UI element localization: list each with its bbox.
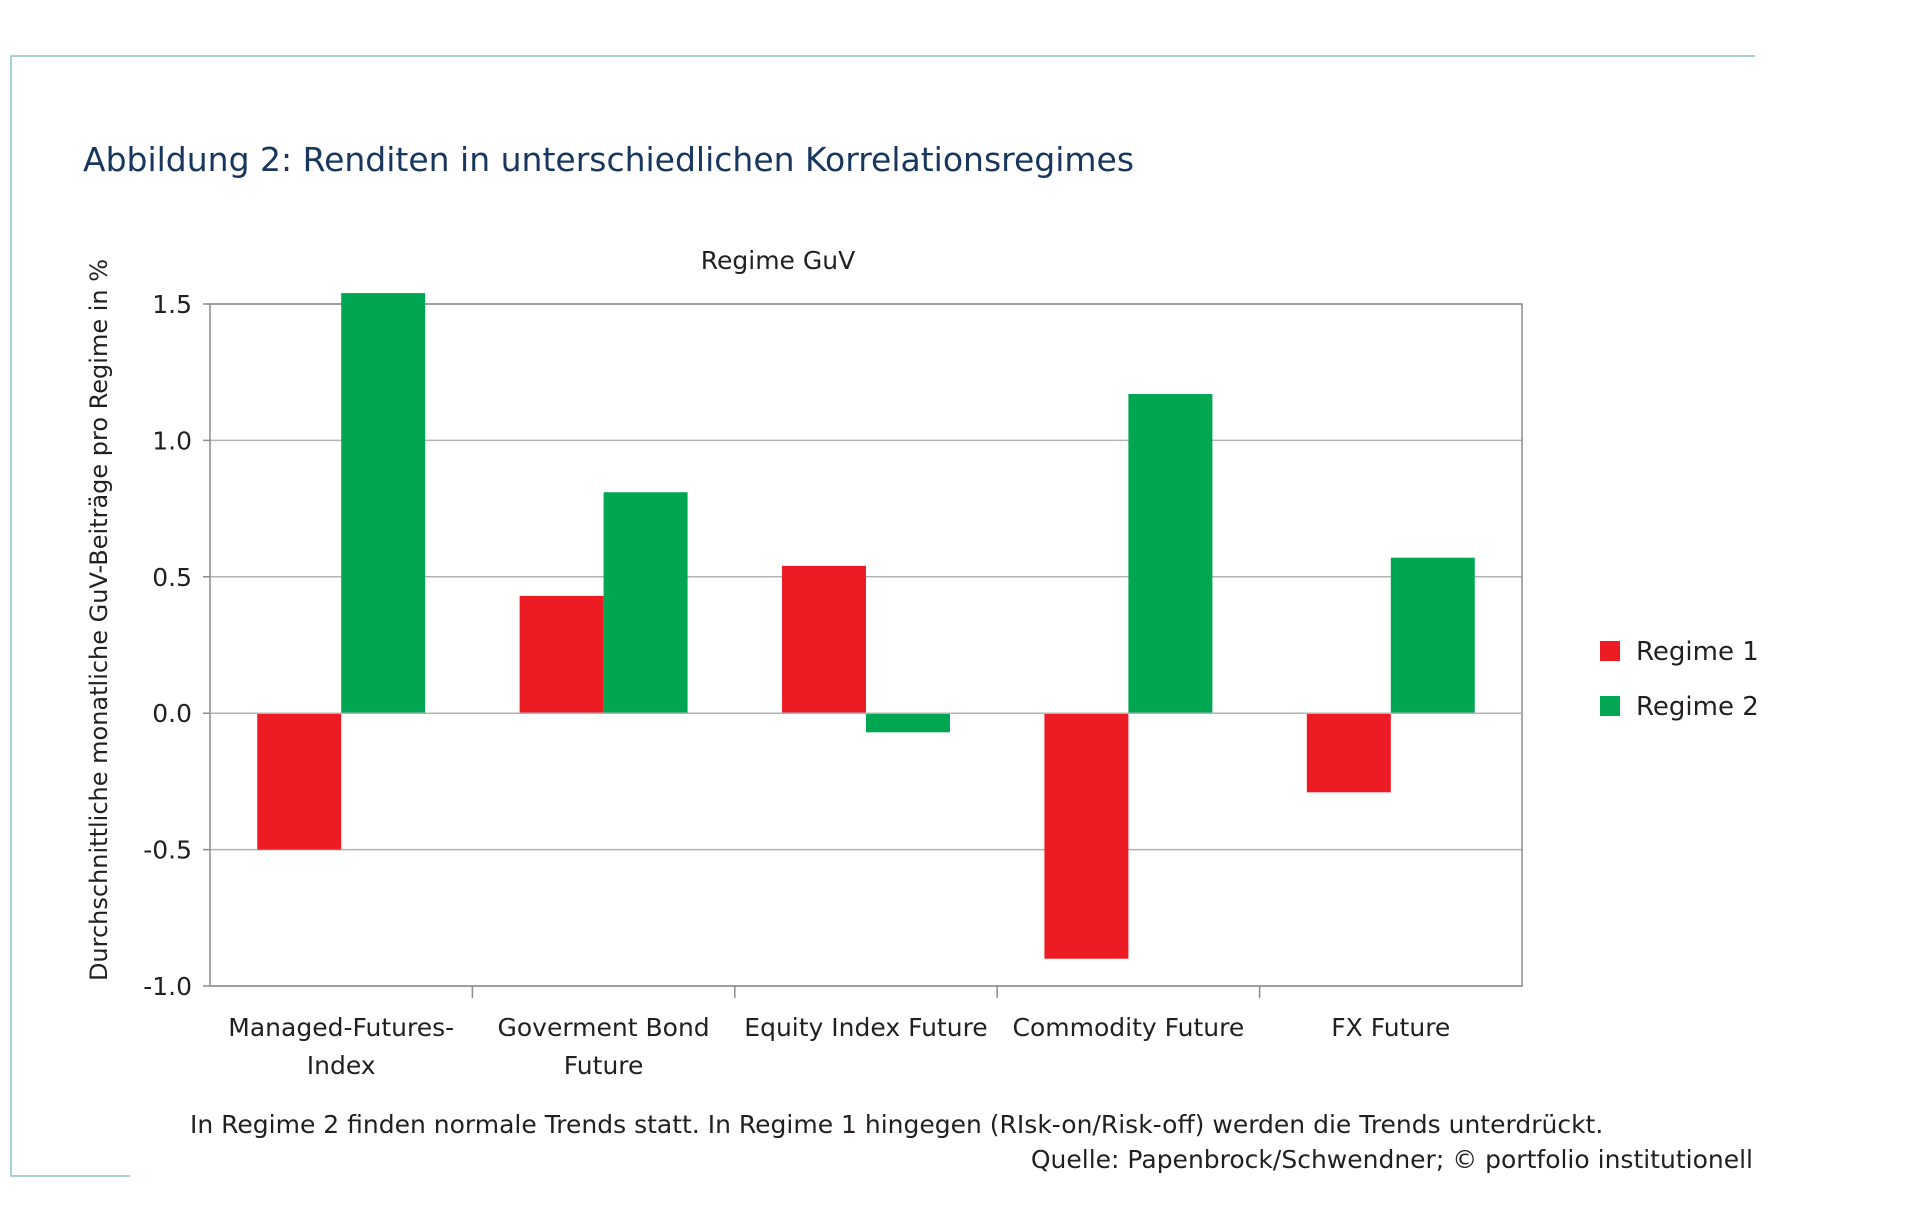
- frame-left-line: [10, 55, 12, 1177]
- x-category-label: Future: [564, 1051, 644, 1080]
- x-category-label: FX Future: [1331, 1013, 1450, 1042]
- y-axis-label: Durchschnittliche monatliche GuV-Beiträg…: [85, 259, 113, 981]
- legend-label: Regime 1: [1636, 637, 1759, 667]
- bar-regime-1: [1044, 713, 1129, 959]
- x-category-label: Managed-Futures-: [228, 1013, 454, 1042]
- y-tick-label: 0.0: [152, 699, 192, 728]
- x-category-label: Equity Index Future: [744, 1013, 987, 1042]
- x-category-label: Commodity Future: [1013, 1013, 1245, 1042]
- axis-layer: -1.0 -0.5 0.0 0.5 1.0 1.5 Managed-Futures- Inde…: [143, 290, 1522, 1080]
- y-tick-label: 0.5: [152, 563, 192, 592]
- chart-title: Regime GuV: [701, 246, 855, 275]
- bar-regime-1: [782, 565, 866, 714]
- bar-regime-2: [1128, 394, 1213, 714]
- x-category-label: Goverment Bond: [498, 1013, 710, 1042]
- legend: Regime 1 Regime 2: [1600, 637, 1759, 722]
- plot-border: [209, 303, 1523, 987]
- figure-source: Quelle: Papenbrock/Schwendner; © portfol…: [1030, 1145, 1753, 1174]
- bar-layer: [257, 293, 1475, 959]
- bar-regime-2: [1390, 557, 1475, 714]
- bar-regime-2: [341, 293, 426, 714]
- legend-swatch-regime-1: [1600, 641, 1620, 661]
- y-tick-label: -1.0: [143, 972, 192, 1001]
- bar-regime-2: [603, 492, 688, 714]
- y-tick-label: -0.5: [143, 836, 192, 865]
- frame-top-line: [10, 55, 1755, 57]
- legend-swatch-regime-2: [1600, 696, 1620, 716]
- bar-regime-1: [257, 713, 342, 850]
- frame-bottom-line: [10, 1175, 130, 1177]
- y-tick-label: 1.0: [152, 426, 192, 455]
- figure-title: Abbildung 2: Renditen in unterschiedlich…: [83, 140, 1135, 179]
- bar-regime-1: [519, 595, 604, 714]
- y-tick-label: 1.5: [152, 290, 192, 319]
- legend-label: Regime 2: [1636, 692, 1759, 722]
- figure-caption: In Regime 2 finden normale Trends statt.…: [190, 1110, 1604, 1139]
- bar-regime-2: [866, 713, 950, 733]
- x-category-label: Index: [307, 1051, 376, 1080]
- bar-regime-1: [1306, 713, 1391, 793]
